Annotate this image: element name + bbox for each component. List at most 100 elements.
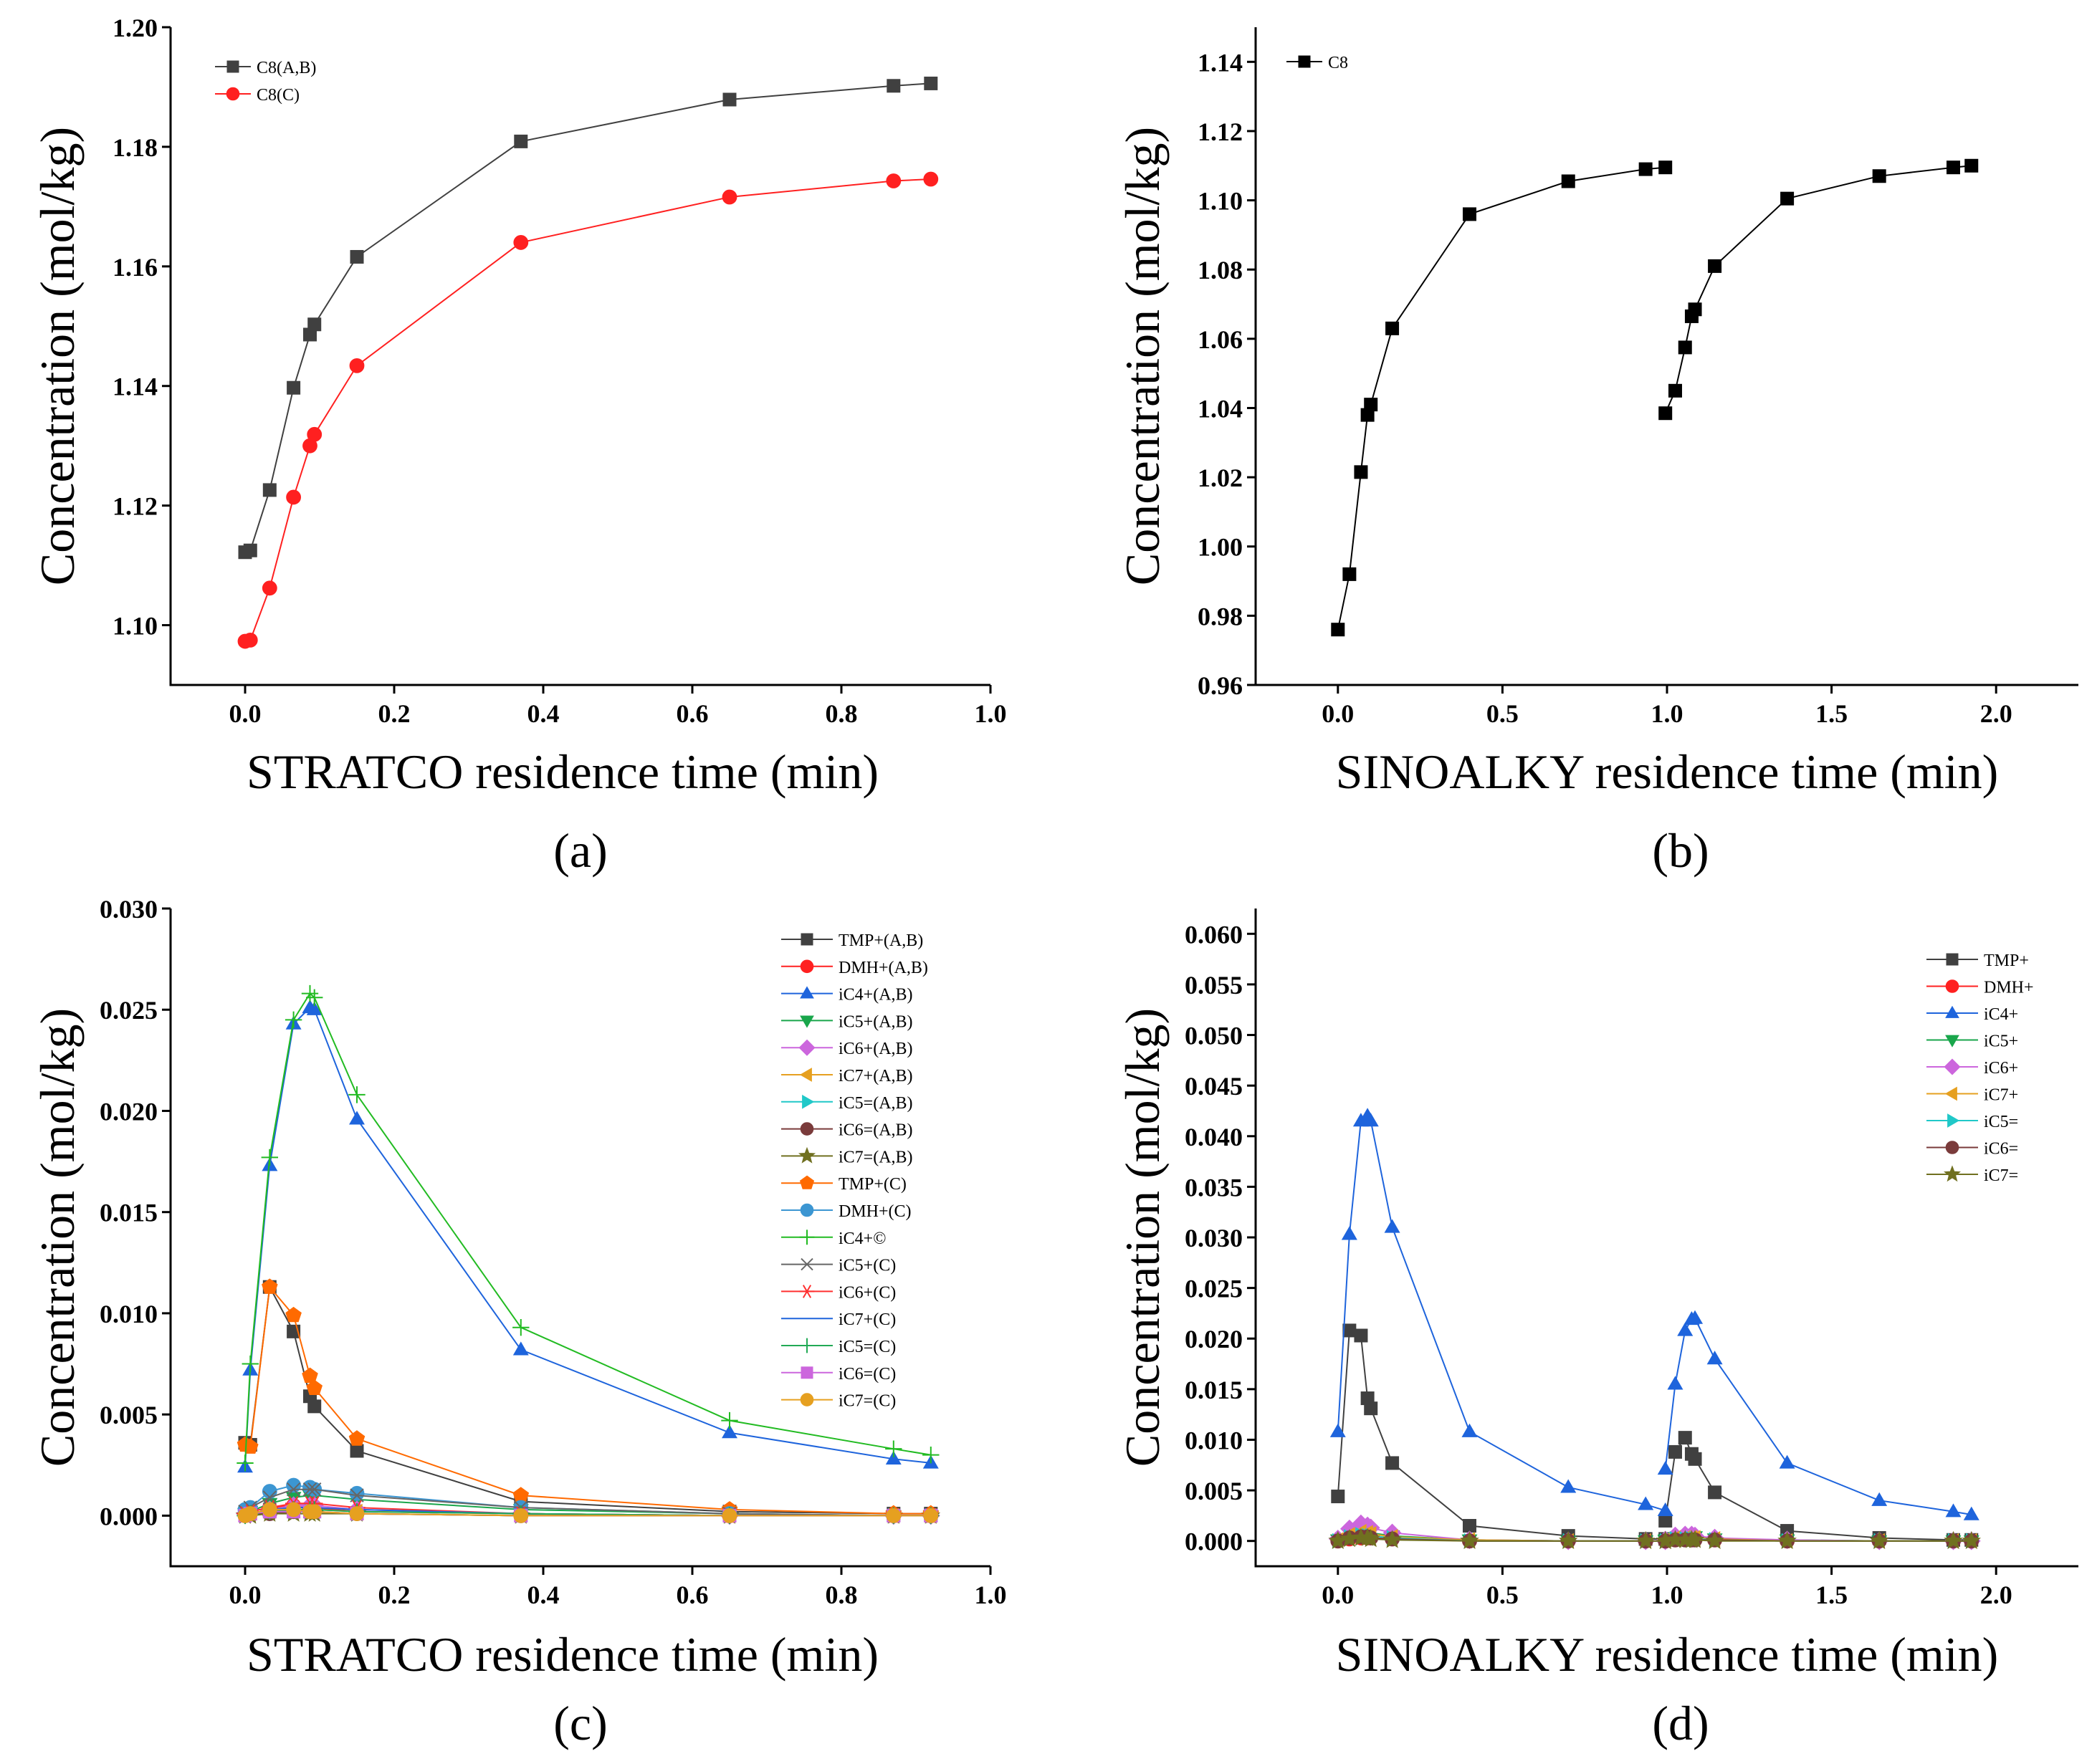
y-tick-label: 0.030 [1185,1224,1243,1252]
x-tick-label: 0.6 [677,1581,709,1609]
y-tick-label: 0.96 [1198,671,1243,700]
x-axis-title: SINOALKY residence time (min) [1336,1627,1999,1682]
data-point [306,989,323,1006]
series-line [1337,165,1972,630]
x-tick-label: 0.2 [378,699,411,728]
y-tick-label: 0.035 [1185,1173,1243,1202]
data-point [237,1454,254,1472]
y-tick-label: 1.18 [113,133,158,162]
data-point [1964,158,1979,173]
legend-marker [798,1146,816,1164]
data-point [1382,1530,1402,1548]
data-point [302,1367,318,1384]
legend-marker [1944,1058,1961,1075]
legend-label: TMP+(C) [839,1175,907,1194]
legend-item-ic5-ene-a-b: iC5=(A,B) [781,1094,913,1113]
data-point [348,1430,366,1446]
legend-marker [801,1366,813,1379]
data-point [1331,1490,1345,1504]
legend-label: C8 [1328,54,1348,72]
data-point [922,1446,940,1464]
data-point [262,1502,277,1518]
legend-item-ic5-ene: iC5= [1926,1113,2018,1131]
legend: TMP+ DMH+ iC4+ iC5+ iC6+ iC7+ iC5= iC6= iC7= [1926,951,2034,1185]
legend-label: iC7=(C) [839,1392,896,1411]
legend-marker [798,1039,816,1056]
data-point [1342,567,1357,581]
data-point [886,1507,902,1523]
legend-label: iC6+(C) [839,1283,896,1302]
data-point [307,317,322,332]
axes-frame [1254,909,2078,1568]
data-point [1638,1496,1654,1510]
data-point [1677,1322,1694,1336]
legend-item-tmp-plus: TMP+ [1926,951,2029,970]
data-point [1708,259,1722,273]
data-point [1658,160,1673,175]
data-point [242,1355,259,1373]
data-point [306,1379,323,1395]
y-tick-label: 0.005 [1185,1477,1243,1505]
data-point [1869,1530,1889,1550]
legend-label: iC7+(C) [839,1310,896,1329]
x-tick-label: 0.5 [1486,699,1519,728]
data-point [1705,1530,1724,1550]
data-point [1341,1226,1357,1240]
data-point [348,1086,366,1103]
x-tick-label: 1.0 [975,1581,1007,1609]
legend-marker [799,1285,815,1298]
series-ic7-ene-c [237,1502,939,1523]
legend-label: iC7+(A,B) [839,1067,913,1085]
legend-item-tmp-plus-a-b: TMP+(A,B) [781,931,923,950]
data-point [1658,406,1673,421]
legend-label: DMH+(A,B) [839,959,928,977]
legend-item-ic4-plus: iC4+ [1926,1005,2018,1024]
data-point [1657,1502,1673,1516]
data-point [1777,1530,1797,1550]
series-ic4-plusc [237,984,940,1472]
y-tick-label: 0.020 [100,1097,158,1126]
x-tick-label: 0.6 [677,699,709,728]
legend-item-ic6-ene-c: iC6=(C) [781,1365,896,1384]
legend-marker [1946,953,1959,966]
data-point [1962,1530,1982,1550]
y-axis-title: Concentration (mol/kg) [1115,1008,1170,1467]
panel-c: 0.000 0.005 0.010 0.015 0.020 0.025 0.030 0.0 0.… [30,895,1007,1750]
y-tick-label: 0.055 [1185,971,1243,1000]
data-point [1708,1485,1722,1500]
legend-marker [799,1338,815,1353]
legend-label: iC5+(A,B) [839,1012,913,1031]
data-point [1780,191,1795,206]
data-point [1354,1328,1368,1343]
legend-marker [1944,1086,1957,1101]
data-point [886,173,902,188]
x-tick-label: 1.5 [1815,699,1848,728]
legend-label: DMH+(C) [839,1202,912,1221]
y-tick-label: 1.12 [1198,118,1243,146]
data-point [307,1504,323,1520]
legend-item-c8-a-b: C8(A,B) [215,59,316,77]
data-point [1384,1219,1400,1233]
data-point [1561,174,1575,188]
legend-marker [1945,1035,1959,1048]
data-point [1678,1431,1692,1445]
data-point [287,380,301,395]
legend-label: iC6+ [1984,1059,2018,1078]
data-point [923,1507,939,1523]
y-tick-label: 0.010 [1185,1426,1243,1454]
legend-marker [800,1122,814,1136]
y-axis-title: Concentration (mol/kg) [30,1008,85,1467]
data-point [262,483,277,497]
legend-label: iC6=(C) [839,1365,896,1384]
legend-item-ic5-plus: iC5+ [1926,1032,2018,1051]
data-point [1362,1113,1379,1127]
data-point [1871,1492,1888,1506]
legend-item-dmh-plus: DMH+ [1926,979,2034,997]
legend-item-c8-c: C8(C) [215,86,300,105]
legend-marker [1298,55,1311,68]
x-tick-label: 1.0 [1651,699,1683,728]
legend-marker [1945,1005,1959,1018]
y-tick-label: 0.025 [1185,1275,1243,1303]
